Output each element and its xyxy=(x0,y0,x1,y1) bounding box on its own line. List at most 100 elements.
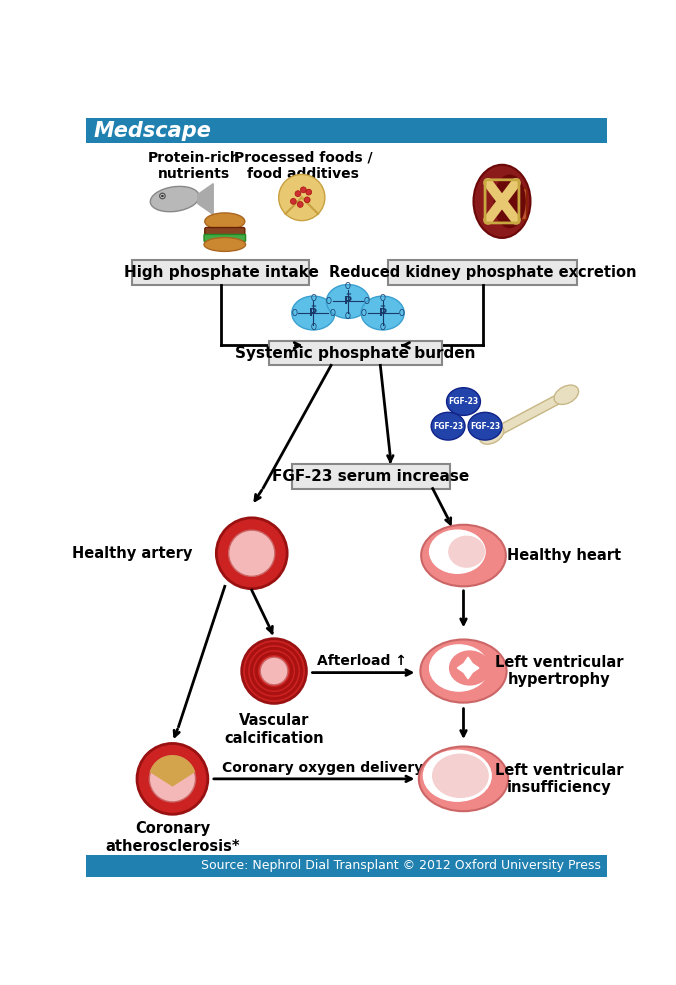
Circle shape xyxy=(299,663,302,666)
Ellipse shape xyxy=(430,530,485,573)
Circle shape xyxy=(290,671,293,674)
Ellipse shape xyxy=(447,388,481,416)
Circle shape xyxy=(270,652,274,655)
Polygon shape xyxy=(198,183,213,215)
Circle shape xyxy=(262,655,265,659)
Circle shape xyxy=(295,666,298,669)
Circle shape xyxy=(256,654,260,657)
Circle shape xyxy=(268,642,271,646)
Circle shape xyxy=(293,680,296,684)
Circle shape xyxy=(255,673,258,677)
Circle shape xyxy=(291,683,294,687)
Circle shape xyxy=(293,661,297,664)
Circle shape xyxy=(299,667,303,671)
Circle shape xyxy=(255,684,258,687)
Circle shape xyxy=(279,691,283,694)
Text: O: O xyxy=(310,323,316,332)
Circle shape xyxy=(260,689,264,691)
Circle shape xyxy=(285,657,288,660)
Circle shape xyxy=(249,670,253,674)
Circle shape xyxy=(251,676,254,679)
Circle shape xyxy=(216,518,287,589)
Circle shape xyxy=(289,685,293,688)
Bar xyxy=(87,855,607,877)
Circle shape xyxy=(264,685,267,689)
Circle shape xyxy=(279,686,283,690)
Circle shape xyxy=(287,679,291,683)
Circle shape xyxy=(247,679,250,683)
Circle shape xyxy=(279,696,282,699)
Text: O: O xyxy=(364,296,370,306)
Circle shape xyxy=(304,197,310,203)
Circle shape xyxy=(260,682,263,685)
Circle shape xyxy=(256,665,259,668)
Circle shape xyxy=(260,657,288,685)
Circle shape xyxy=(299,661,302,664)
Circle shape xyxy=(249,654,253,657)
Circle shape xyxy=(254,657,257,660)
Circle shape xyxy=(254,682,257,686)
Circle shape xyxy=(258,646,261,650)
Circle shape xyxy=(286,681,289,685)
Circle shape xyxy=(290,668,293,672)
Circle shape xyxy=(265,690,268,694)
Circle shape xyxy=(274,642,277,645)
Circle shape xyxy=(256,685,260,689)
Circle shape xyxy=(260,693,263,697)
Circle shape xyxy=(247,660,250,663)
Polygon shape xyxy=(151,755,195,786)
Text: Coronary oxygen delivery ↓: Coronary oxygen delivery ↓ xyxy=(222,761,440,775)
Text: =: = xyxy=(345,292,351,297)
Text: P: P xyxy=(310,308,318,318)
Circle shape xyxy=(250,667,254,670)
Circle shape xyxy=(273,688,277,690)
Circle shape xyxy=(260,645,263,648)
Ellipse shape xyxy=(327,285,370,318)
Circle shape xyxy=(258,659,261,663)
Circle shape xyxy=(252,650,256,654)
Text: FGF-23: FGF-23 xyxy=(448,397,479,406)
Circle shape xyxy=(274,692,277,695)
Circle shape xyxy=(260,650,264,654)
Circle shape xyxy=(290,670,293,673)
Circle shape xyxy=(254,690,258,693)
Circle shape xyxy=(265,648,268,651)
Text: O: O xyxy=(345,282,351,291)
Circle shape xyxy=(290,667,293,670)
Circle shape xyxy=(252,689,256,691)
Circle shape xyxy=(297,657,300,660)
Circle shape xyxy=(161,195,164,197)
Circle shape xyxy=(245,673,249,676)
Circle shape xyxy=(256,663,259,667)
Ellipse shape xyxy=(423,751,491,801)
Polygon shape xyxy=(458,657,479,679)
Circle shape xyxy=(258,651,262,655)
Circle shape xyxy=(255,655,258,659)
Circle shape xyxy=(255,669,258,672)
Text: O: O xyxy=(380,294,385,302)
Text: O: O xyxy=(326,296,332,306)
Circle shape xyxy=(306,189,312,195)
Circle shape xyxy=(262,690,265,692)
Text: Medscape: Medscape xyxy=(94,120,212,141)
Ellipse shape xyxy=(449,536,484,567)
Circle shape xyxy=(293,659,296,662)
Circle shape xyxy=(266,647,270,651)
Circle shape xyxy=(263,685,266,688)
Circle shape xyxy=(299,678,302,682)
Circle shape xyxy=(268,696,271,699)
Ellipse shape xyxy=(431,413,465,440)
Circle shape xyxy=(288,647,291,650)
Circle shape xyxy=(285,651,289,654)
Circle shape xyxy=(266,691,270,694)
Circle shape xyxy=(266,653,270,656)
Circle shape xyxy=(268,691,272,695)
Circle shape xyxy=(297,202,303,208)
Circle shape xyxy=(288,691,291,695)
Circle shape xyxy=(281,690,284,693)
FancyBboxPatch shape xyxy=(292,464,450,489)
Ellipse shape xyxy=(361,296,404,330)
Circle shape xyxy=(258,680,261,683)
Circle shape xyxy=(300,187,306,193)
Circle shape xyxy=(250,665,254,668)
